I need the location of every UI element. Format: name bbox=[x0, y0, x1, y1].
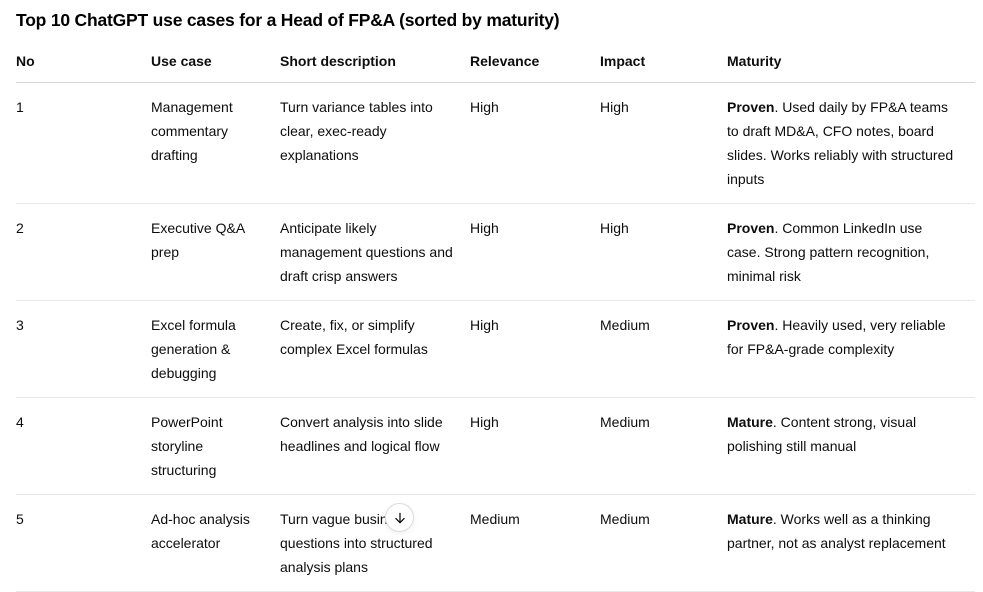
arrow-down-icon bbox=[393, 511, 407, 525]
cell-description: Anticipate likely management questions a… bbox=[280, 203, 470, 301]
page-title: Top 10 ChatGPT use cases for a Head of F… bbox=[16, 10, 560, 30]
cell-maturity: Proven. Common LinkedIn use case. Strong… bbox=[727, 203, 975, 301]
header-row: No Use case Short description Relevance … bbox=[16, 41, 975, 83]
column-header-description: Short description bbox=[280, 41, 470, 83]
table-row: 1 Management commentary drafting Turn va… bbox=[16, 82, 975, 204]
maturity-label: Proven bbox=[727, 317, 775, 333]
cell-no: 3 bbox=[16, 300, 151, 398]
cell-impact: Medium bbox=[600, 494, 727, 592]
maturity-label: Mature bbox=[727, 511, 773, 527]
column-header-no: No bbox=[16, 41, 151, 83]
maturity-text: . Common LinkedIn use case. Strong patte… bbox=[727, 220, 930, 284]
table-row: 4 PowerPoint storyline structuring Conve… bbox=[16, 397, 975, 495]
column-header-impact: Impact bbox=[600, 41, 727, 83]
cell-no: 1 bbox=[16, 82, 151, 204]
cell-maturity: Mature. Content strong, visual polishing… bbox=[727, 397, 975, 495]
maturity-text: . Heavily used, very reliable for FP&A-g… bbox=[727, 317, 946, 357]
cell-relevance: High bbox=[470, 82, 600, 204]
cell-no: 2 bbox=[16, 203, 151, 301]
column-header-use-case: Use case bbox=[151, 41, 280, 83]
maturity-label: Mature bbox=[727, 414, 773, 430]
cell-maturity: Proven. Heavily used, very reliable for … bbox=[727, 300, 975, 398]
cell-description: Create, fix, or simplify complex Excel f… bbox=[280, 300, 470, 398]
column-header-maturity: Maturity bbox=[727, 41, 975, 83]
table-row: 2 Executive Q&A prep Anticipate likely m… bbox=[16, 203, 975, 301]
cell-impact: Medium bbox=[600, 397, 727, 495]
maturity-label: Proven bbox=[727, 220, 775, 236]
cell-use-case: Excel formula generation & debugging bbox=[151, 300, 280, 398]
maturity-label: Proven bbox=[727, 99, 775, 115]
cell-relevance: High bbox=[470, 397, 600, 495]
table-row: 5 Ad-hoc analysis accelerator Turn vague… bbox=[16, 494, 975, 592]
column-header-relevance: Relevance bbox=[470, 41, 600, 83]
cell-use-case: Executive Q&A prep bbox=[151, 203, 280, 301]
cell-maturity: Mature. Works well as a thinking partner… bbox=[727, 494, 975, 592]
cell-relevance: Medium bbox=[470, 494, 600, 592]
table-row: 3 Excel formula generation & debugging C… bbox=[16, 300, 975, 398]
maturity-text: . Works well as a thinking partner, not … bbox=[727, 511, 946, 551]
cell-use-case: Management commentary drafting bbox=[151, 82, 280, 204]
cell-impact: High bbox=[600, 82, 727, 204]
scroll-down-button[interactable] bbox=[385, 503, 414, 532]
maturity-text: . Used daily by FP&A teams to draft MD&A… bbox=[727, 99, 954, 187]
cell-impact: High bbox=[600, 203, 727, 301]
cell-no: 4 bbox=[16, 397, 151, 495]
cell-use-case: Ad-hoc analysis accelerator bbox=[151, 494, 280, 592]
maturity-text: . Content strong, visual polishing still… bbox=[727, 414, 917, 454]
cell-description: Convert analysis into slide headlines an… bbox=[280, 397, 470, 495]
cell-no: 5 bbox=[16, 494, 151, 592]
cell-description: Turn variance tables into clear, exec-re… bbox=[280, 82, 470, 204]
cell-relevance: High bbox=[470, 203, 600, 301]
cell-impact: Medium bbox=[600, 300, 727, 398]
use-cases-table: No Use case Short description Relevance … bbox=[16, 41, 975, 592]
cell-maturity: Proven. Used daily by FP&A teams to draf… bbox=[727, 82, 975, 204]
cell-description: Turn vague business questions into struc… bbox=[280, 494, 470, 592]
cell-relevance: High bbox=[470, 300, 600, 398]
cell-use-case: PowerPoint storyline structuring bbox=[151, 397, 280, 495]
